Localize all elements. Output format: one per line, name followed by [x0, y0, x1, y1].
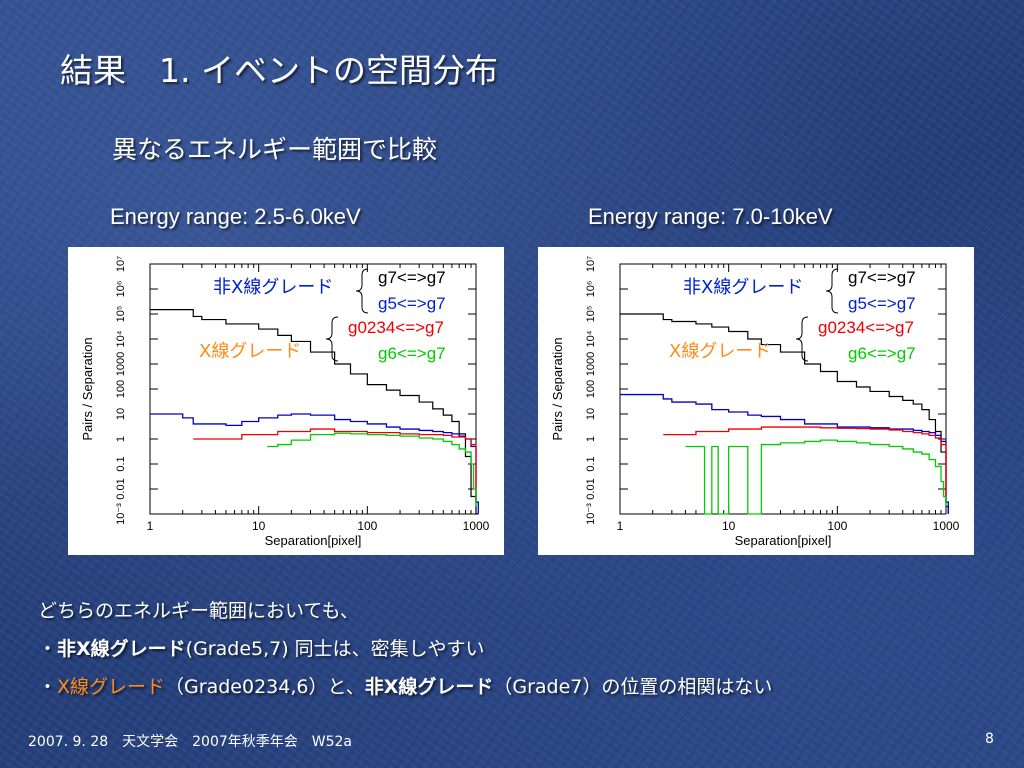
y-tick-label: 0.1 — [585, 456, 597, 471]
y-tick-label: 10⁴ — [115, 330, 127, 347]
chart-left: 1 10 100 1000 10⁻³ 0.01 0.1 1 10 100 1000 10⁴ 10⁵ 10⁶… — [80, 256, 490, 548]
nonxray-grade-label: 非X線グレード — [683, 277, 803, 298]
slide-title: 結果 1. イベントの空間分布 — [60, 51, 498, 90]
x-tick-label: 100 — [357, 519, 377, 533]
chart-title-left: Energy range: 2.5-6.0keV — [110, 204, 361, 229]
y-tick-label: 10⁵ — [115, 306, 127, 323]
y-tick-label: 1000 — [115, 352, 127, 376]
legend-g0234: g0234<=>g7 — [348, 318, 444, 337]
series-g7-line — [150, 308, 479, 515]
xray-grade-label: X線グレード — [669, 341, 771, 362]
y-tick-label: 10⁻³ — [585, 503, 597, 525]
slide-subtitle: 異なるエネルギー範囲で比較 — [112, 135, 438, 164]
nonxray-brace — [355, 268, 369, 314]
x-tick-label: 100 — [827, 519, 847, 533]
y-tick-label: 1 — [585, 436, 597, 442]
y-tick-label: 1000 — [585, 352, 597, 376]
y-axis-label: Pairs / Separation — [550, 337, 565, 440]
xray-grade-label: X線グレード — [199, 341, 301, 362]
y-tick-label: 0.01 — [585, 478, 597, 499]
nonxray-brace — [825, 268, 839, 314]
x-tick-label: 1000 — [933, 519, 960, 533]
series-g0234-line — [663, 426, 947, 503]
nonxray-grade-emphasis: 非X線グレード — [364, 676, 494, 698]
series-g5-line — [620, 393, 949, 514]
y-tick-label: 10 — [585, 408, 597, 420]
legend-g6: g6<=>g7 — [848, 344, 916, 363]
y-tick-label: 1 — [115, 436, 127, 442]
y-tick-label: 100 — [585, 380, 597, 398]
legend-g6: g6<=>g7 — [378, 344, 446, 363]
y-tick-label: 10⁴ — [585, 330, 597, 347]
legend-g5: g5<=>g7 — [378, 294, 446, 313]
conclusion-bullet-1: ・非X線グレード(Grade5,7) 同士は、密集しやすい — [38, 630, 772, 668]
y-tick-label: 10⁷ — [585, 256, 597, 272]
bullet-text: （Grade7）の位置の相関はない — [493, 676, 773, 698]
y-tick-label: 0.1 — [115, 456, 127, 471]
series-g6-line — [267, 432, 477, 507]
x-axis-label: Separation[pixel] — [265, 533, 362, 548]
bullet-text: （Grade0234,6）と、 — [165, 676, 365, 698]
legend-g0234: g0234<=>g7 — [818, 318, 914, 337]
xray-brace — [795, 316, 809, 362]
y-tick-label: 10⁻³ — [115, 503, 127, 525]
y-tick-label: 10⁷ — [115, 256, 127, 272]
legend-g7: g7<=>g7 — [848, 268, 916, 287]
nonxray-grade-emphasis: 非X線グレード — [57, 638, 186, 660]
y-tick-label: 10⁶ — [115, 281, 127, 298]
y-tick-label: 100 — [115, 380, 127, 398]
legend-g5: g5<=>g7 — [848, 294, 916, 313]
chart-title-right: Energy range: 7.0-10keV — [588, 204, 833, 229]
y-axis-label: Pairs / Separation — [80, 337, 95, 440]
chart-panel-right: 1 10 100 1000 10⁻³ 0.01 0.1 1 10 100 1000 10⁴ 10⁵ 10⁶… — [538, 247, 974, 555]
x-tick-label: 1 — [147, 519, 154, 533]
series-g0234-line — [193, 428, 477, 503]
chart-right: 1 10 100 1000 10⁻³ 0.01 0.1 1 10 100 1000 10⁴ 10⁵ 10⁶… — [550, 256, 960, 548]
xray-grade-emphasis: X線グレード — [57, 676, 166, 698]
x-tick-label: 10 — [252, 519, 266, 533]
bullet-marker: ・ — [38, 638, 58, 660]
y-tick-label: 0.01 — [115, 478, 127, 499]
y-tick-label: 10⁶ — [585, 281, 597, 298]
conclusion-intro: どちらのエネルギー範囲においても、 — [38, 600, 359, 622]
series-g6-line — [685, 439, 947, 515]
y-tick-label: 10 — [115, 408, 127, 420]
x-axis-label: Separation[pixel] — [735, 533, 832, 548]
x-tick-label: 1 — [617, 519, 624, 533]
conclusion-list: どちらのエネルギー範囲においても、 ・非X線グレード(Grade5,7) 同士は… — [38, 592, 772, 706]
series-g7-line — [620, 313, 949, 514]
nonxray-grade-label: 非X線グレード — [213, 277, 333, 298]
bullet-marker: ・ — [38, 676, 58, 698]
footer-text: 2007. 9. 28 天文学会 2007年秋季年会 W52a — [28, 734, 353, 750]
chart-panel-left: 1 10 100 1000 10⁻³ 0.01 0.1 1 10 100 1000 10⁴ 10⁵ 10⁶… — [68, 247, 504, 555]
y-tick-label: 10⁵ — [585, 306, 597, 323]
conclusion-bullet-2: ・X線グレード（Grade0234,6）と、非X線グレード（Grade7）の位置… — [38, 668, 772, 706]
series-g5-line — [150, 413, 479, 514]
legend-g7: g7<=>g7 — [378, 268, 446, 287]
bullet-text: (Grade5,7) 同士は、密集しやすい — [185, 638, 485, 660]
xray-brace — [325, 316, 339, 362]
x-tick-label: 10 — [722, 519, 736, 533]
page-number: 8 — [985, 731, 994, 747]
x-tick-label: 1000 — [463, 519, 490, 533]
